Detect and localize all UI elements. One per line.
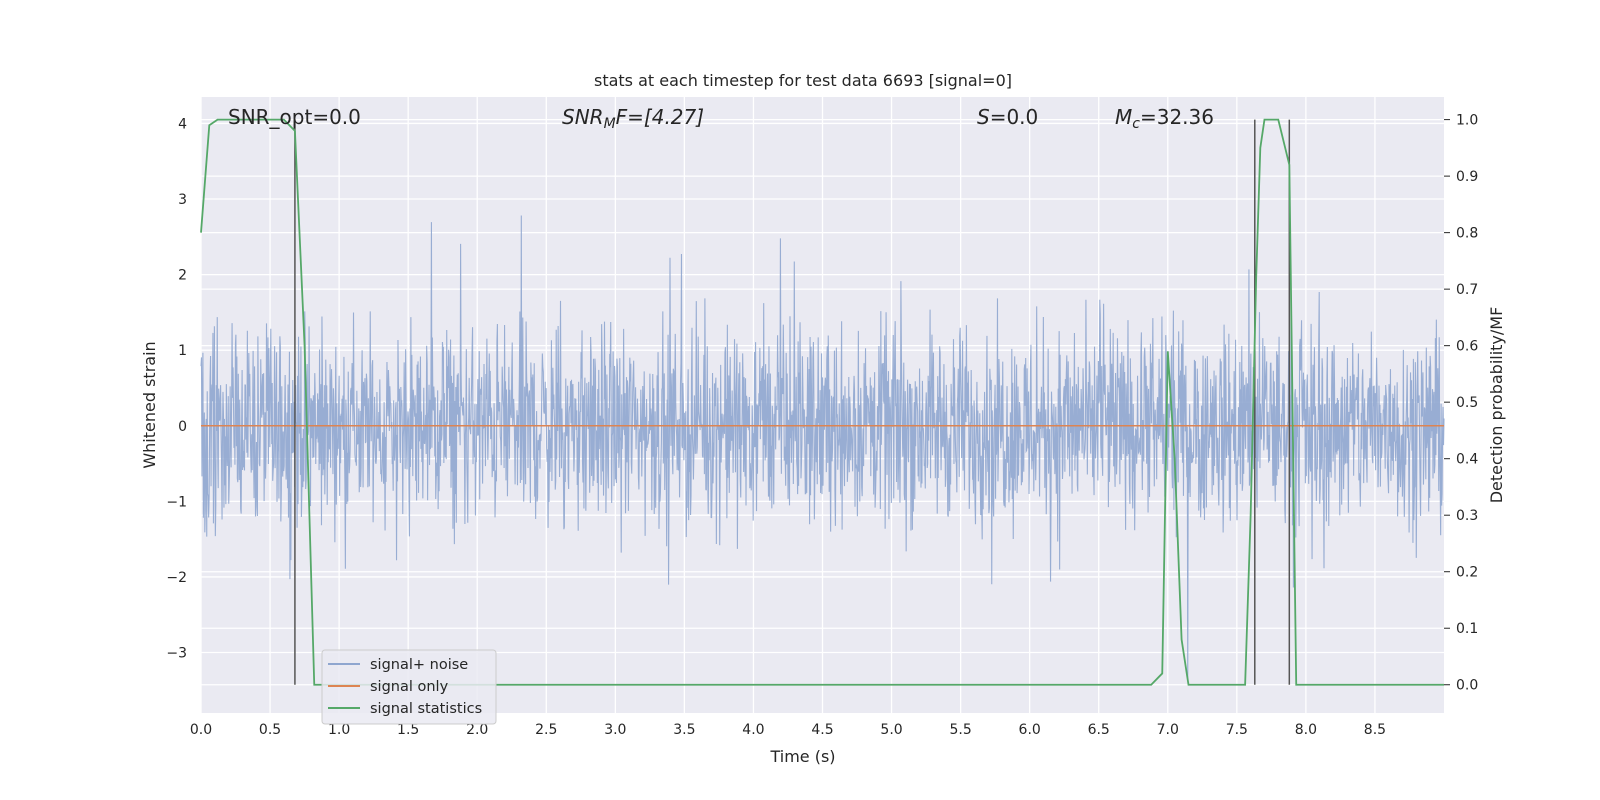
y-tick-label: 0 [178,419,187,435]
s-label: S [977,105,990,129]
y-tick-label: 1 [178,343,187,359]
mc-label: M [1115,105,1132,129]
snr-mf-rest: F=[4.27] [616,105,704,129]
y2-tick-label: 0.5 [1456,395,1478,411]
y2-tick-label: 0.0 [1456,678,1478,694]
legend-box [321,649,497,725]
y2-tick-label: 0.2 [1456,565,1478,581]
legend-label-signal-statistics: signal statistics [370,701,482,717]
x-tick-label: 8.5 [1364,722,1386,738]
mc-rest: =32.36 [1140,105,1214,129]
x-tick-label: 4.5 [811,722,833,738]
legend: signal+ noise signal only signal statist… [321,649,497,725]
noise-trace [200,215,1445,680]
plot-area [200,97,1445,713]
y2-axis-label: Detection probability/MF [1487,307,1506,504]
x-tick-label: 7.5 [1226,722,1248,738]
series-signal-noise [200,215,1445,680]
x-tick-label: 6.5 [1088,722,1110,738]
x-tick-label: 3.0 [604,722,626,738]
annotation-snr-opt: SNR_opt=0.0 [228,105,361,129]
y-tick-label: 2 [178,268,187,284]
x-tick-label: 1.5 [397,722,419,738]
y-tick-label: −3 [166,646,187,662]
s-rest: =0.0 [990,105,1039,129]
mc-sub: c [1132,116,1140,132]
x-axis-ticks: 0.0 0.5 1.0 1.5 2.0 2.5 3.0 3.5 4.0 4.5 5.0 5.5 6.0 6… [190,722,1386,738]
y-tick-label: 3 [178,192,187,208]
chart-title: stats at each timestep for test data 669… [594,71,1012,90]
annotation-s: S=0.0 [977,105,1038,129]
y-tick-label: 4 [178,116,187,132]
x-tick-label: 7.0 [1157,722,1179,738]
annotation-mc: Mc=32.36 [1115,105,1214,132]
y2-tick-label: 0.3 [1456,508,1478,524]
annotations: SNR_opt=0.0 SNRMF=[4.27] S=0.0 Mc=32.36 [228,105,1214,132]
x-tick-label: 0.5 [259,722,281,738]
y-tick-label: −2 [166,570,187,586]
legend-label-signal-noise: signal+ noise [370,657,468,673]
x-tick-label: 5.0 [880,722,902,738]
series-signal-statistics [200,118,1444,686]
y2-tick-label: 0.4 [1456,452,1478,468]
y2-tick-label: 0.9 [1456,169,1478,185]
y-axis-label: Whitened strain [140,341,159,468]
snr-mf-sub: M [604,116,616,132]
snr-mf-label: SNR [562,105,604,129]
x-tick-label: 4.0 [742,722,764,738]
y2-tick-label: 0.1 [1456,621,1478,637]
x-tick-label: 2.5 [535,722,557,738]
y-tick-label: −1 [166,494,187,510]
x-tick-label: 2.0 [466,722,488,738]
y2-tick-label: 0.6 [1456,339,1478,355]
legend-label-signal-only: signal only [370,679,449,695]
x-axis-label: Time (s) [769,747,835,766]
y2-tick-label: 0.8 [1456,226,1478,242]
x-tick-label: 6.0 [1019,722,1041,738]
y2-axis-ticks: 0.0 0.1 0.2 0.3 0.4 0.5 0.6 0.7 0.8 0.9 1.0 [1444,113,1478,694]
y2-tick-label: 0.7 [1456,282,1478,298]
x-tick-label: 1.0 [328,722,350,738]
x-tick-label: 3.5 [673,722,695,738]
x-tick-label: 5.5 [949,722,971,738]
x-tick-label: 8.0 [1295,722,1317,738]
x-tick-label: 0.0 [190,722,212,738]
y2-tick-label: 1.0 [1456,113,1478,129]
y-axis-ticks: −3 −2 −1 0 1 2 3 4 [166,116,187,661]
annotation-snr-mf: SNRMF=[4.27] [562,105,704,132]
